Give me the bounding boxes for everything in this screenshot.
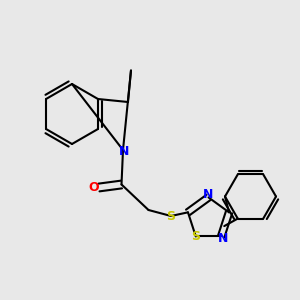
Text: S: S xyxy=(167,209,176,223)
Text: N: N xyxy=(119,145,130,158)
Text: N: N xyxy=(218,232,228,245)
Text: O: O xyxy=(88,181,99,194)
Text: S: S xyxy=(191,230,200,243)
Text: N: N xyxy=(203,188,214,202)
